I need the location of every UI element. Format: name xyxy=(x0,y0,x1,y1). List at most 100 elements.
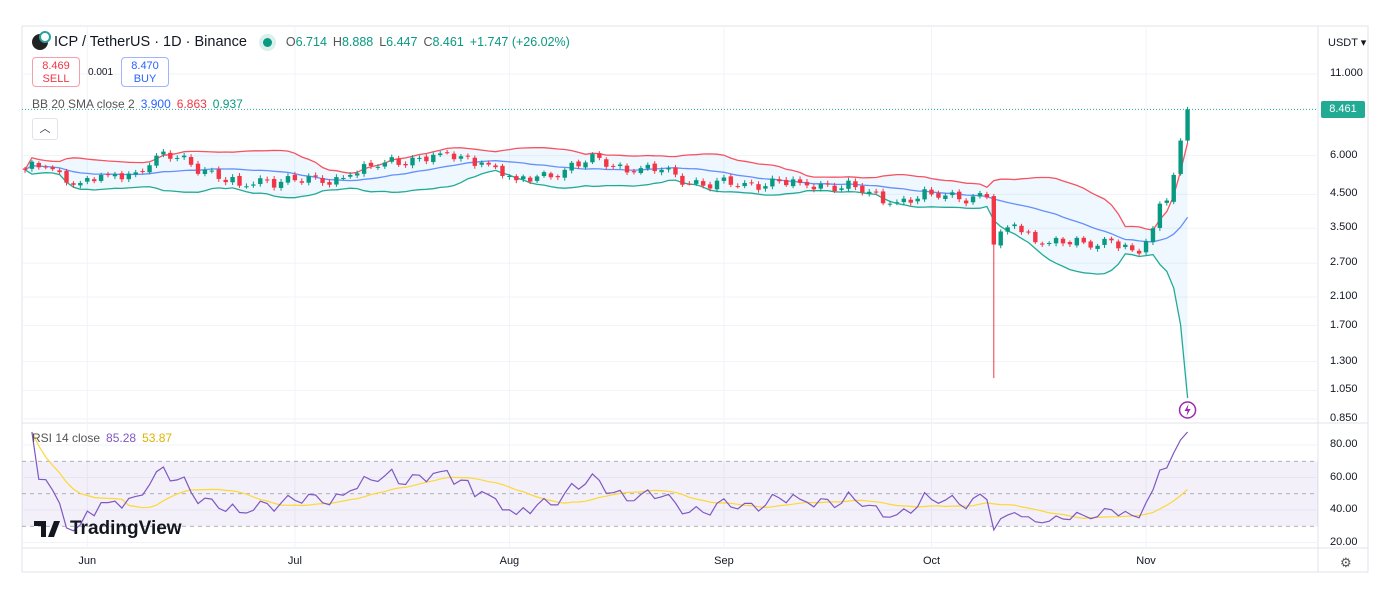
candle-body xyxy=(92,179,97,182)
price-tick-label: 1.050 xyxy=(1330,383,1358,396)
candle-body xyxy=(271,178,277,188)
lightning-bolt-icon xyxy=(1184,404,1191,416)
candle-body xyxy=(998,231,1003,246)
candle-body xyxy=(375,166,381,168)
bb-legend[interactable]: BB 20 SMA close 2 3.900 6.863 0.937 xyxy=(32,97,243,111)
candle-body xyxy=(873,191,879,193)
candle-body xyxy=(1033,231,1038,243)
rsi-tick-label: 40.00 xyxy=(1330,503,1358,515)
chart-frame xyxy=(21,25,1369,573)
icp-logo-icon xyxy=(32,31,51,50)
candle-body xyxy=(763,186,768,189)
candle-body xyxy=(119,173,125,180)
candle-body xyxy=(880,191,886,204)
price-tick-label: 11.000 xyxy=(1330,67,1363,79)
candle-body xyxy=(417,157,422,159)
collapse-legend-button[interactable]: ︿ xyxy=(32,118,58,140)
candle-body xyxy=(64,170,69,183)
candle-body xyxy=(867,191,872,194)
candle-body xyxy=(811,186,817,190)
candle-body xyxy=(195,163,201,174)
candle-body xyxy=(700,181,706,186)
currency-selector[interactable]: USDT ▾ xyxy=(1328,37,1367,49)
tradingview-logo[interactable]: TradingView xyxy=(34,518,182,540)
candle-body xyxy=(894,202,900,204)
candle-body xyxy=(1164,200,1169,203)
candle-body xyxy=(1005,227,1010,232)
candle-body xyxy=(147,165,152,173)
candle-body xyxy=(555,176,561,178)
candle-body xyxy=(444,152,450,154)
candle-body xyxy=(278,181,284,188)
candle-body xyxy=(382,162,388,167)
candle-body xyxy=(514,176,519,181)
sell-button[interactable]: 8.469 SELL xyxy=(32,57,80,87)
candle-body xyxy=(1178,140,1183,174)
ohlc-values: O6.714 H8.888 L6.447 C8.461 +1.747 (+26.… xyxy=(285,35,570,49)
candle-body xyxy=(57,170,62,173)
candle-body xyxy=(742,182,747,187)
candle-body xyxy=(604,159,609,167)
time-tick-label: Sep xyxy=(714,555,734,567)
candle-body xyxy=(790,179,796,187)
candle-body xyxy=(1012,224,1017,227)
candle-body xyxy=(1026,231,1031,233)
settings-icon[interactable]: ⚙ xyxy=(1340,555,1352,570)
candle-body xyxy=(334,177,339,185)
high-value: 8.888 xyxy=(341,35,374,49)
candle-body xyxy=(1088,241,1093,248)
last-price-label: 8.461 xyxy=(1321,101,1365,119)
buy-button[interactable]: 8.470 BUY xyxy=(121,57,170,87)
candle-body xyxy=(465,155,471,157)
candle-body xyxy=(818,183,823,189)
candle-body xyxy=(389,157,394,162)
candle-body xyxy=(901,198,907,203)
candle-body xyxy=(825,183,830,185)
candle-body xyxy=(1060,238,1066,244)
candle-body xyxy=(29,161,35,169)
candle-body xyxy=(361,164,367,174)
candle-body xyxy=(458,156,464,159)
symbol-title[interactable]: ICP / TetherUS · 1D · Binance xyxy=(54,34,247,50)
rsi-legend[interactable]: RSI 14 close 85.28 53.87 xyxy=(32,431,173,445)
candle-body xyxy=(562,169,567,178)
candle-body xyxy=(1150,228,1156,243)
candle-body xyxy=(313,175,318,177)
candle-body xyxy=(749,182,754,184)
candle-body xyxy=(451,153,457,160)
candle-body xyxy=(687,183,692,185)
candle-body xyxy=(527,177,533,182)
candle-body xyxy=(431,154,436,163)
trade-panel: 8.469 SELL 0.001 8.470 BUY xyxy=(32,57,170,87)
change-value: +1.747 (+26.02%) xyxy=(469,35,570,49)
candle-body xyxy=(251,184,256,186)
candle-body xyxy=(853,181,858,188)
candle-body xyxy=(583,162,588,168)
candle-body xyxy=(507,176,512,178)
candle-body xyxy=(105,174,111,176)
candle-body xyxy=(354,173,360,176)
candle-body xyxy=(991,196,996,245)
bb-upper-value: 6.863 xyxy=(176,97,207,111)
candle-body xyxy=(970,196,976,203)
candle-body xyxy=(188,156,194,165)
rsi-ma-line xyxy=(31,431,1188,520)
candle-body xyxy=(1116,241,1121,249)
candle-body xyxy=(209,170,215,172)
candle-body xyxy=(908,199,913,203)
time-tick-label: Jul xyxy=(287,555,302,567)
tradingview-logo-icon xyxy=(34,521,60,537)
candle-body xyxy=(216,169,221,179)
candle-body xyxy=(112,174,118,177)
candle-body xyxy=(597,153,602,158)
candle-body xyxy=(534,176,540,181)
candle-body xyxy=(1157,203,1163,228)
candle-body xyxy=(36,162,42,168)
candle-body xyxy=(1040,243,1045,245)
candle-body xyxy=(1081,237,1086,243)
rsi-line xyxy=(31,431,1189,532)
candle-body xyxy=(963,200,969,204)
candle-body xyxy=(403,163,408,166)
candle-body xyxy=(784,179,789,186)
